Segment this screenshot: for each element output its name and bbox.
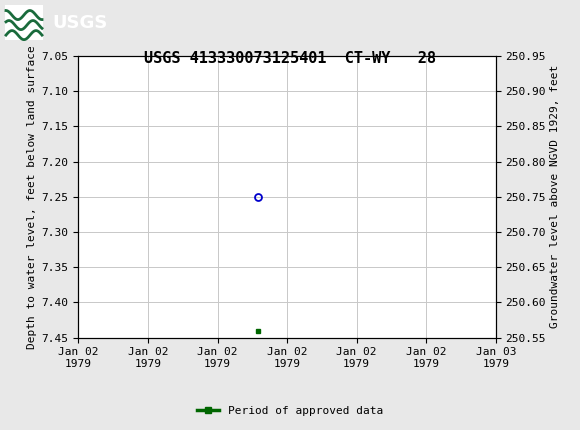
Text: USGS: USGS [52, 14, 107, 32]
Y-axis label: Groundwater level above NGVD 1929, feet: Groundwater level above NGVD 1929, feet [550, 65, 560, 329]
Bar [5, 5, 43, 40]
Legend: Period of approved data: Period of approved data [193, 401, 387, 420]
Y-axis label: Depth to water level, feet below land surface: Depth to water level, feet below land su… [27, 45, 38, 349]
Text: USGS 413330073125401  CT-WY   28: USGS 413330073125401 CT-WY 28 [144, 51, 436, 65]
